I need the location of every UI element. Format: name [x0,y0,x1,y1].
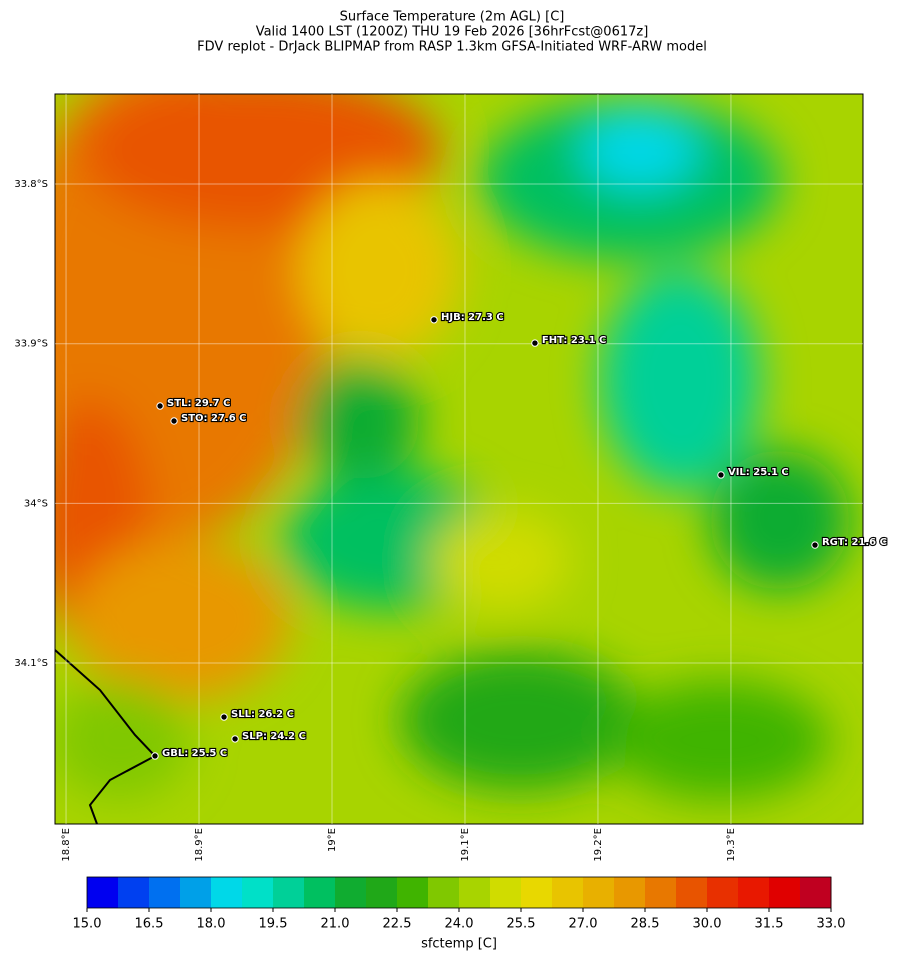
station-marker [156,402,164,410]
station-marker [531,339,539,347]
colorbar-cell [490,877,522,908]
colorbar-tick-label: 18.0 [197,917,226,932]
colorbar-tick-label: 25.5 [507,917,536,932]
x-tick-label: 18.8°E [61,828,72,862]
x-tick-label: 18.9°E [194,828,205,862]
station-label: SLL: 26.2 C [231,709,294,720]
colorbar-cell [428,877,460,908]
station-label: SLP: 24.2 C [242,731,306,742]
y-tick-label: 33.9°S [14,339,48,350]
colorbar-tick-label: 27.0 [569,917,598,932]
colorbar-cell [769,877,801,908]
colorbar-cell [87,877,119,908]
station-label: GBL: 25.5 C [162,748,227,759]
colorbar-cell [149,877,181,908]
colorbar-cell [366,877,398,908]
colorbar-cell [614,877,646,908]
colorbar-cell [211,877,243,908]
station-label: HJB: 27.3 C [441,312,504,323]
colorbar-cell [645,877,677,908]
colorbar-cell [118,877,150,908]
subtitle: Valid 1400 LST (1200Z) THU 19 Feb 2026 [… [256,25,649,40]
x-tick-label: 19.2°E [593,828,604,862]
colorbar-cell [521,877,553,908]
title: Surface Temperature (2m AGL) [C] [340,10,565,25]
colorbar-cell [335,877,367,908]
station-marker [811,541,819,549]
station-marker [151,752,159,760]
colorbar-cell [800,877,832,908]
y-tick-label: 34°S [24,498,48,509]
map-frame [54,93,864,825]
colorbar-tick-label: 24.0 [445,917,474,932]
colorbar-tick-label: 30.0 [693,917,722,932]
colorbar-tick-label: 21.0 [321,917,350,932]
colorbar-cell [273,877,305,908]
y-tick-label: 34.1°S [14,658,48,669]
colorbar-cell [304,877,336,908]
station-marker [231,735,239,743]
colorbar-tick-label: 22.5 [383,917,412,932]
station-marker [717,471,725,479]
colorbar-tick-label: 28.5 [631,917,660,932]
colorbar-tick-label: 31.5 [755,917,784,932]
station-label: STL: 29.7 C [167,398,230,409]
colorbar-tick-label: 33.0 [817,917,846,932]
temperature-field [55,94,863,824]
station-label: VIL: 25.1 C [728,467,789,478]
x-tick-label: 19°E [327,828,338,852]
colorbar-label: sfctemp [C] [421,937,497,952]
colorbar-cell [738,877,770,908]
station-marker [170,417,178,425]
colorbar-cell [180,877,212,908]
subtitle: FDV replot - DrJack BLIPMAP from RASP 1.… [197,40,707,55]
colorbar-cell [459,877,491,908]
x-tick-label: 19.1°E [460,828,471,862]
y-tick-label: 33.8°S [14,179,48,190]
colorbar-cell [583,877,615,908]
x-tick-label: 19.3°E [726,828,737,862]
colorbar-tick-label: 16.5 [135,917,164,932]
colorbar-cell [707,877,739,908]
colorbar-cell [552,877,584,908]
colorbar-tick-label: 15.0 [73,917,102,932]
colorbar-cell [242,877,274,908]
station-marker [220,713,228,721]
station-marker [430,316,438,324]
station-label: STO: 27.6 C [181,413,247,424]
colorbar-cell [397,877,429,908]
station-label: FHT: 23.1 C [542,335,606,346]
colorbar-tick-label: 19.5 [259,917,288,932]
station-label: RGT: 21.6 C [822,537,887,548]
colorbar-cell [676,877,708,908]
